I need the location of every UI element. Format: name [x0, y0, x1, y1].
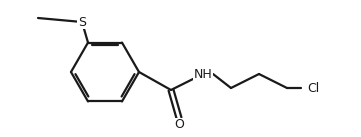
Text: NH: NH [193, 68, 212, 81]
Text: O: O [174, 119, 184, 132]
Text: S: S [78, 15, 86, 28]
Text: Cl: Cl [307, 82, 319, 95]
